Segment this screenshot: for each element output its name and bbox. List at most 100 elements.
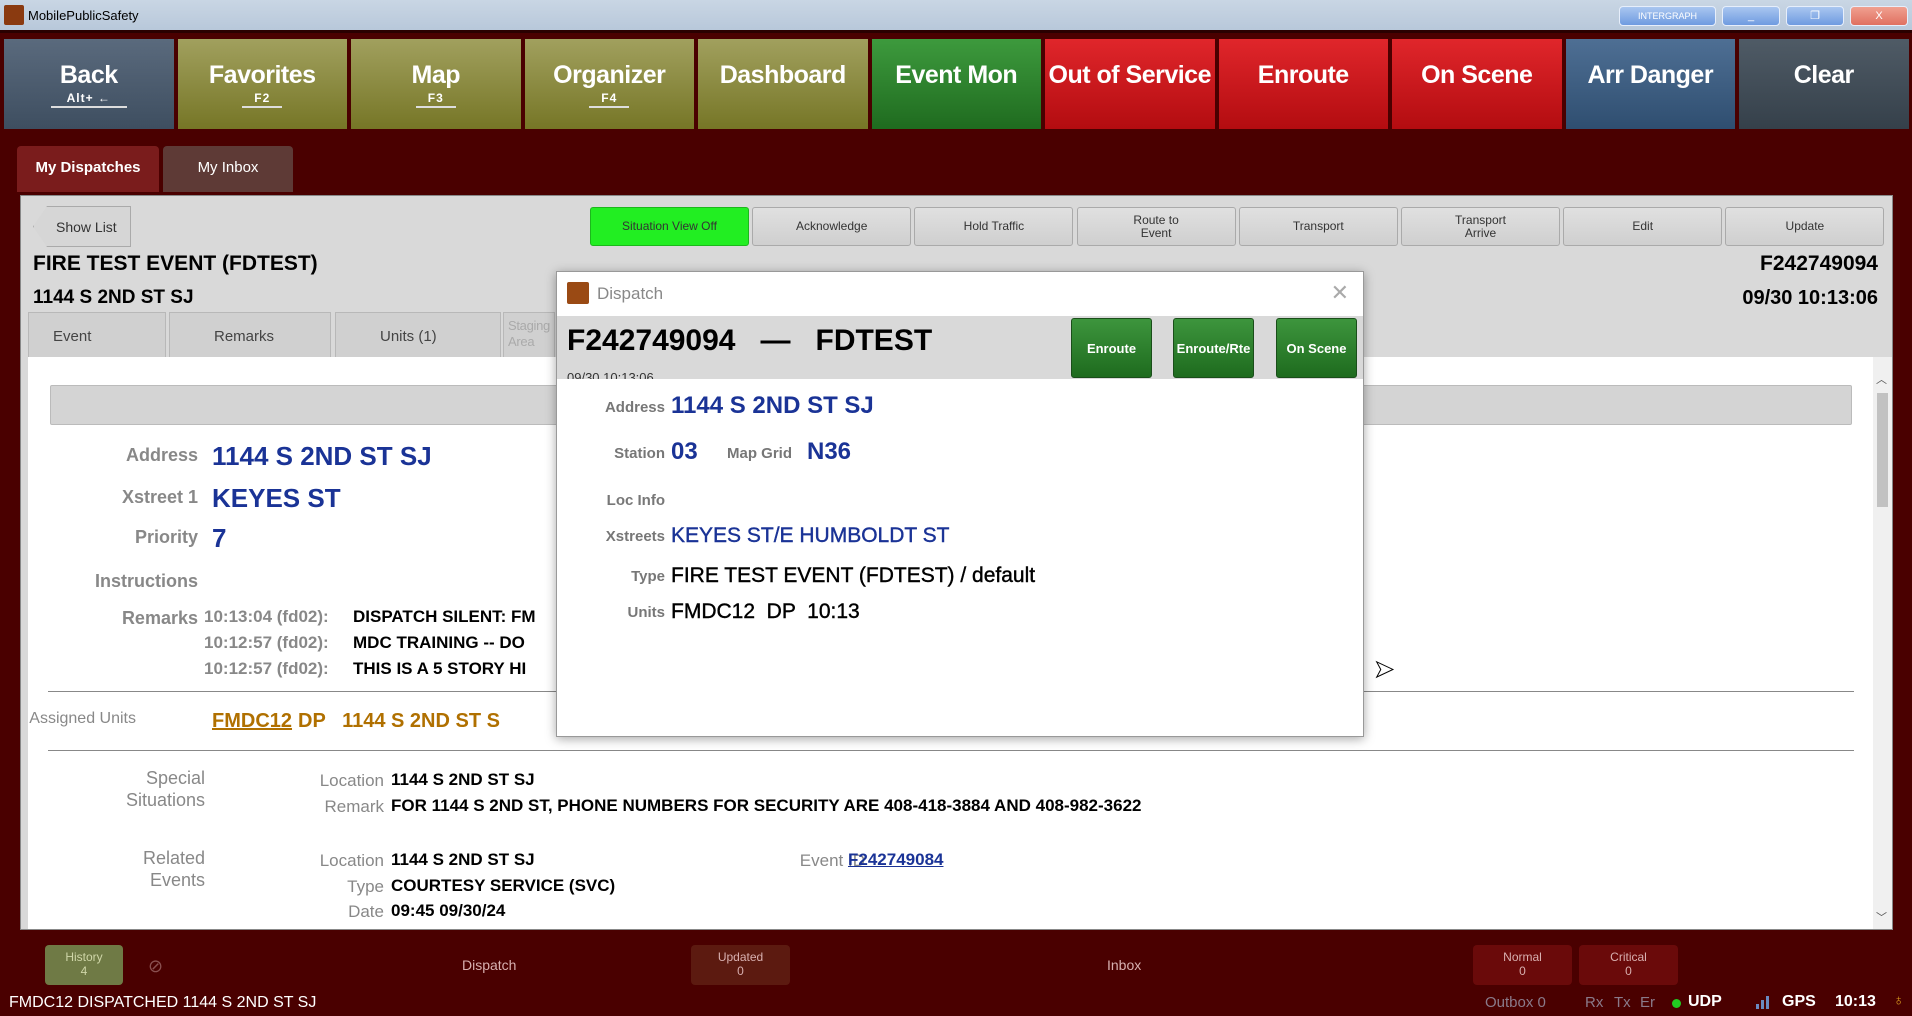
- history-button[interactable]: History 4: [45, 945, 123, 985]
- special-remark-value: FOR 1144 S 2ND ST, PHONE NUMBERS FOR SEC…: [391, 796, 1142, 815]
- remarks-label: Remarks: [121, 608, 198, 628]
- related-location-value: 1144 S 2ND ST SJ: [391, 850, 535, 869]
- dialog-address-label: Address: [604, 399, 665, 416]
- shortcut-label: F2: [242, 91, 283, 108]
- scroll-down-icon[interactable]: ﹀: [1876, 912, 1887, 924]
- show-list-label: Show List: [56, 219, 117, 235]
- gps-status: GPS: [1782, 993, 1816, 1010]
- toolbar-dashboard-button[interactable]: Dashboard: [698, 39, 868, 129]
- remark-text: MDC TRAINING -- DO: [353, 633, 525, 652]
- event-address: 1144 S 2ND ST SJ: [33, 287, 194, 308]
- remark-time: 10:12:57 (fd02):: [204, 633, 329, 652]
- action-situation-view-off-button[interactable]: Situation View Off: [590, 207, 749, 246]
- close-icon[interactable]: ✕: [1330, 280, 1349, 305]
- normal-count: 0: [1519, 964, 1526, 978]
- normal-button[interactable]: Normal 0: [1473, 945, 1572, 985]
- action-edit-button[interactable]: Edit: [1563, 207, 1723, 246]
- tx-status: Tx: [1614, 994, 1631, 1011]
- signal-icon: [1756, 996, 1770, 1009]
- subtab-remarks[interactable]: Remarks: [169, 312, 331, 358]
- main-toolbar: Back Alt+ ← Favorites F2 Map F3 Organizer F4 Das…: [0, 30, 1912, 130]
- show-list-button[interactable]: Show List: [33, 206, 131, 247]
- dialog-enroute-button[interactable]: Enroute: [1071, 318, 1152, 378]
- toolbar-back-button[interactable]: Back Alt+ ←: [4, 39, 174, 129]
- dialog-enroute-rte-button[interactable]: Enroute/Rte: [1173, 318, 1254, 378]
- window-titlebar: MobilePublicSafety INTERGRAPH _ ❐ X: [0, 0, 1912, 30]
- dialog-title: Dispatch: [597, 284, 664, 303]
- toolbar-map-button[interactable]: Map F3: [351, 39, 521, 129]
- critical-label: Critical: [1610, 950, 1647, 964]
- priority-value: 7: [212, 523, 227, 553]
- toolbar-favorites-button[interactable]: Favorites F2: [177, 39, 347, 129]
- app-logo-icon: [4, 5, 24, 25]
- action-transport-arrive-button[interactable]: Transport Arrive: [1401, 207, 1560, 246]
- dispatch-label[interactable]: Dispatch: [462, 957, 517, 973]
- related-location-label: Location: [319, 851, 384, 870]
- toolbar-out-of-service-button[interactable]: Out of Service: [1045, 39, 1215, 129]
- toolbar-clear-button[interactable]: Clear: [1739, 39, 1909, 129]
- priority-label: Priority: [134, 527, 198, 547]
- mouse-cursor-icon: ➤: [1373, 656, 1395, 684]
- window-title: MobilePublicSafety: [28, 8, 139, 23]
- event-title: FIRE TEST EVENT (FDTEST): [33, 252, 318, 275]
- toolbar-button-label: Enroute: [1257, 61, 1349, 89]
- er-status: Er: [1640, 994, 1655, 1011]
- action-route-to-event-button[interactable]: Route to Event: [1076, 207, 1236, 246]
- minimize-button[interactable]: _: [1722, 6, 1780, 26]
- restore-button[interactable]: ❐: [1786, 6, 1844, 26]
- critical-button[interactable]: Critical 0: [1579, 945, 1678, 985]
- dialog-event-time: 09/30 10:13:06: [567, 370, 654, 379]
- close-window-button[interactable]: X: [1850, 6, 1908, 26]
- related-date-label: Date: [348, 902, 384, 921]
- dialog-on-scene-button[interactable]: On Scene: [1276, 318, 1357, 378]
- normal-label: Normal: [1503, 950, 1542, 964]
- dialog-event-header: F242749094 — FDTEST: [567, 324, 933, 357]
- scrollbar[interactable]: ︿ ﹀: [1873, 357, 1892, 929]
- scrollbar-thumb[interactable]: [1877, 393, 1888, 507]
- shortcut-label: F3: [415, 91, 456, 108]
- dispatch-dialog: Dispatch ✕ F242749094 — FDTEST 09/30 10:…: [556, 271, 1364, 737]
- updated-count: 0: [737, 964, 744, 978]
- scroll-up-icon[interactable]: ︿: [1876, 374, 1887, 386]
- no-signal-icon[interactable]: ⊘: [148, 956, 164, 976]
- toolbar-arr-danger-button[interactable]: Arr Danger: [1565, 39, 1735, 129]
- udp-status: UDP: [1688, 993, 1722, 1010]
- toolbar-button-label: Out of Service: [1048, 61, 1212, 89]
- tab-my-dispatches[interactable]: My Dispatches: [17, 146, 159, 192]
- updated-button[interactable]: Updated 0: [691, 945, 790, 985]
- dialog-xstreets-value: KEYES ST/E HUMBOLDT ST: [671, 524, 950, 547]
- assigned-unit-link[interactable]: FMDC12: [212, 710, 293, 732]
- inbox-label[interactable]: Inbox: [1107, 957, 1142, 973]
- toolbar-button-label: On Scene: [1421, 61, 1533, 89]
- action-hold-traffic-button[interactable]: Hold Traffic: [914, 207, 1074, 246]
- dialog-xstreets-label: Xstreets: [605, 528, 665, 545]
- subtab-event[interactable]: Event: [28, 312, 166, 358]
- related-eventid-link[interactable]: F242749084: [848, 850, 944, 869]
- action-acknowledge-button[interactable]: Acknowledge: [752, 207, 912, 246]
- dispatch-logo-icon: [567, 282, 589, 304]
- toolbar-organizer-button[interactable]: Organizer F4: [524, 39, 694, 129]
- assigned-units-label: Assigned Units: [29, 710, 136, 727]
- toolbar-on-scene-button[interactable]: On Scene: [1392, 39, 1562, 129]
- clock: 10:13: [1835, 993, 1876, 1010]
- action-transport-button[interactable]: Transport: [1238, 207, 1398, 246]
- event-id: F242749094: [1760, 252, 1878, 275]
- udp-status-icon: [1672, 999, 1681, 1008]
- remark-text: DISPATCH SILENT: FM: [353, 607, 536, 626]
- toolbar-event-mon-button[interactable]: Event Mon: [871, 39, 1041, 129]
- intergraph-button[interactable]: INTERGRAPH: [1619, 6, 1716, 26]
- toolbar-enroute-button[interactable]: Enroute: [1218, 39, 1388, 129]
- subtab-staging-area[interactable]: Staging Area: [503, 312, 555, 358]
- dialog-units-label: Units: [627, 604, 666, 621]
- rx-status: Rx: [1585, 994, 1604, 1011]
- bulb-icon: ♁: [1893, 992, 1905, 1009]
- dialog-type-label: Type: [631, 568, 665, 585]
- toolbar-button-label: Organizer: [553, 61, 666, 89]
- dialog-units-value: FMDC12 DP 10:13: [671, 600, 860, 623]
- history-label: History: [65, 950, 103, 964]
- tab-my-inbox[interactable]: My Inbox: [163, 146, 293, 192]
- subtab-units[interactable]: Units (1): [335, 312, 501, 358]
- related-type-label: Type: [347, 877, 384, 896]
- action-update-button[interactable]: Update: [1725, 207, 1885, 246]
- dialog-address-value: 1144 S 2ND ST SJ: [671, 392, 874, 419]
